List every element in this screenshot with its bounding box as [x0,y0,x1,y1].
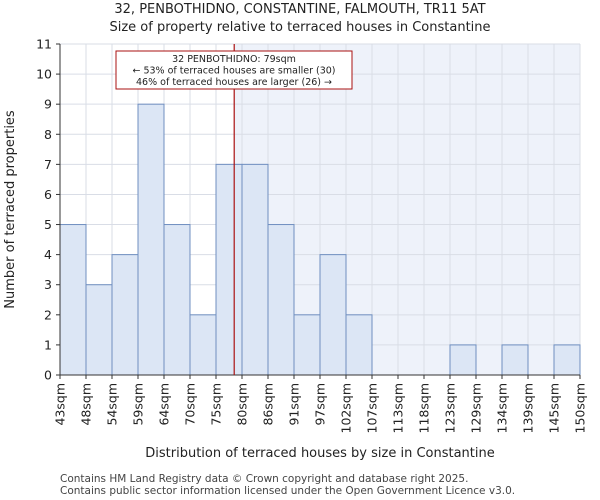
x-tick-label: 75sqm [209,383,224,426]
histogram-bar [293,314,321,376]
chart-subtitle: Size of property relative to terraced ho… [109,20,491,35]
annotation-box [115,50,353,90]
x-tick-label: 113sqm [391,383,406,433]
y-tick-label: 3 [44,277,52,292]
x-tick-label: 59sqm [131,383,146,426]
y-tick-label: 6 [44,187,52,202]
annotation-line: ← 53% of terraced houses are smaller (30… [132,66,335,77]
x-tick-label: 70sqm [183,383,198,426]
y-tick-label: 0 [44,368,52,383]
y-tick-label: 4 [44,247,52,262]
footer-copyright: Contains HM Land Registry data © Crown c… [60,473,469,485]
footer-licence: Contains public sector information licen… [60,485,516,497]
y-tick-label: 8 [44,127,52,142]
x-tick-label: 43sqm [53,383,68,426]
y-axis-label: Number of terraced properties [3,110,18,309]
histogram-bar [137,103,165,376]
annotation-line: 32 PENBOTHIDNO: 79sqm [172,54,296,65]
x-tick-label: 123sqm [443,383,458,433]
x-tick-label: 64sqm [157,383,172,426]
y-tick-label: 2 [44,307,52,322]
histogram-bar [59,224,87,376]
y-tick-label: 10 [36,67,52,82]
chart-title: 32, PENBOTHIDNO, CONSTANTINE, FALMOUTH, … [114,2,486,17]
x-tick-label: 48sqm [79,383,94,426]
x-tick-label: 102sqm [339,383,354,433]
histogram-bar [215,163,243,376]
histogram-bar [345,314,373,376]
histogram-bar [85,284,113,376]
x-tick-label: 86sqm [261,383,276,426]
annotation-line: 46% of terraced houses are larger (26) → [136,77,332,88]
histogram-bar [449,344,477,376]
x-tick-label: 129sqm [469,383,484,433]
histogram-chart: 0 1 2 3 4 5 6 7 8 9 10 11 43sqm 48sqm 54sqm 59sqm 64sqm 7… [3,37,588,462]
y-tick-label: 5 [44,217,52,232]
y-tick-label: 1 [44,337,52,352]
histogram-bar [163,224,191,376]
y-tick-label: 7 [44,157,52,172]
x-tick-label: 139sqm [521,383,536,433]
x-tick-label: 97sqm [313,383,328,426]
histogram-bar [553,344,581,376]
x-tick-label: 134sqm [495,383,510,433]
y-tick-label: 9 [44,97,52,112]
histogram-bar [241,163,269,376]
x-tick-label: 150sqm [573,383,588,433]
x-tick-label: 80sqm [235,383,250,426]
x-tick-label: 118sqm [417,383,432,433]
x-axis-label: Distribution of terraced houses by size … [145,446,495,461]
histogram-bar [111,254,139,376]
x-tick-label: 54sqm [105,383,120,426]
x-tick-label: 145sqm [547,383,562,433]
histogram-bar [267,224,295,376]
histogram-bar [501,344,529,376]
y-tick-label: 11 [36,37,52,52]
histogram-bar [189,314,217,376]
x-tick-label: 107sqm [365,383,380,433]
histogram-bar [319,254,347,376]
x-tick-label: 91sqm [287,383,302,426]
